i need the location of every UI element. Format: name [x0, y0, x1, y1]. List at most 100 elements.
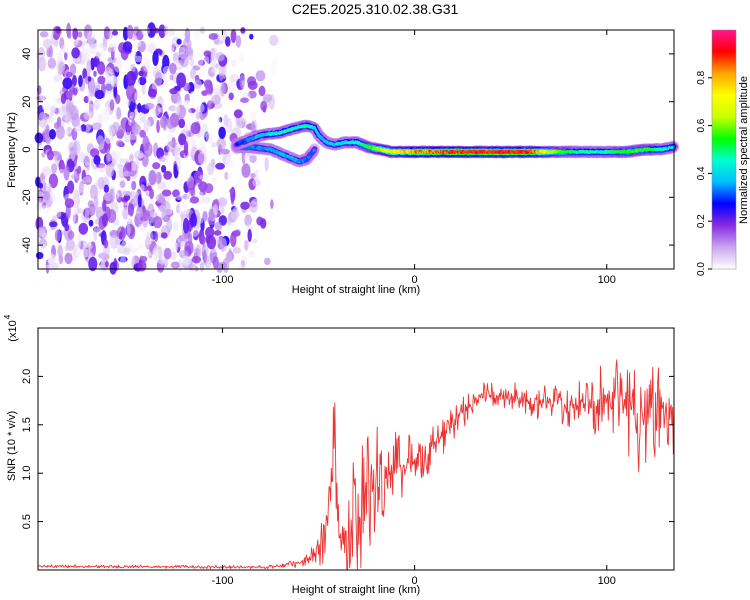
noise-blob — [216, 116, 221, 128]
noise-blob — [41, 166, 52, 177]
noise-blob — [74, 206, 80, 216]
noise-blob — [201, 244, 209, 259]
noise-blob — [173, 220, 179, 231]
snr-y-scale-label: (x10 — [7, 320, 19, 341]
noise-blob — [132, 51, 137, 58]
noise-blob — [64, 51, 68, 61]
noise-blob — [90, 148, 100, 158]
noise-blob — [153, 253, 160, 261]
noise-blob — [202, 211, 208, 222]
noise-blob — [57, 244, 63, 258]
noise-blob — [208, 206, 218, 222]
noise-blob — [96, 64, 106, 74]
noise-blob — [134, 150, 144, 160]
noise-blob — [87, 76, 92, 82]
noise-blob — [103, 239, 109, 249]
noise-blob — [88, 44, 97, 55]
noise-blob — [49, 221, 58, 228]
noise-blob — [122, 170, 132, 177]
snr-line — [37, 359, 675, 570]
noise-blob — [130, 164, 138, 180]
noise-blob — [208, 33, 218, 40]
noise-blob — [206, 235, 217, 250]
noise-blob — [178, 205, 185, 213]
noise-blob — [240, 201, 250, 210]
noise-blob — [168, 141, 178, 147]
noise-blob — [44, 102, 54, 115]
noise-blob — [247, 228, 252, 242]
x-tick-label: 0 — [412, 575, 418, 587]
noise-blob — [158, 107, 168, 113]
noise-blob — [72, 87, 78, 96]
noise-blob — [69, 63, 77, 76]
noise-blob — [138, 70, 144, 77]
noise-blob — [214, 221, 222, 231]
noise-blob — [80, 124, 87, 132]
noise-blob — [123, 194, 131, 201]
y-tick-label: 0 — [21, 146, 33, 152]
noise-blob — [77, 152, 86, 163]
noise-blob — [191, 255, 202, 264]
noise-blob — [66, 160, 75, 168]
noise-blob — [184, 109, 193, 125]
noise-blob — [48, 45, 54, 58]
noise-blob — [38, 243, 47, 253]
noise-blob — [147, 43, 156, 54]
noise-blob — [189, 58, 194, 67]
noise-blob — [182, 217, 190, 234]
noise-blob — [163, 247, 172, 260]
noise-blob — [195, 46, 203, 62]
noise-blob — [45, 124, 50, 138]
noise-blob — [105, 105, 111, 112]
spectrogram-noise — [34, 22, 279, 275]
noise-blob — [67, 230, 75, 240]
noise-blob — [133, 39, 142, 48]
noise-blob — [189, 91, 199, 103]
noise-blob — [183, 100, 193, 111]
noise-blob — [102, 35, 108, 51]
noise-blob — [63, 124, 73, 135]
noise-blob — [180, 206, 191, 215]
noise-blob — [198, 151, 207, 165]
noise-blob — [220, 148, 230, 155]
noise-blob — [140, 209, 151, 221]
noise-blob — [195, 105, 200, 119]
noise-blob — [185, 46, 194, 56]
noise-blob — [176, 203, 181, 214]
noise-blob — [231, 230, 241, 237]
snr-x-ticks: -100 0 100 — [211, 328, 616, 587]
noise-blob — [93, 99, 100, 111]
noise-blob — [161, 189, 172, 197]
noise-blob — [47, 258, 52, 271]
noise-blob — [130, 63, 136, 73]
noise-blob — [138, 241, 144, 251]
noise-blob — [212, 256, 219, 269]
noise-blob — [88, 256, 98, 272]
noise-blob — [126, 224, 131, 237]
noise-blob — [129, 251, 135, 267]
noise-blob — [51, 163, 58, 174]
y-tick-label: 20 — [21, 96, 33, 108]
noise-blob — [232, 247, 241, 254]
noise-blob — [234, 211, 240, 218]
noise-blob — [39, 238, 48, 249]
noise-blob — [87, 120, 92, 131]
noise-blob — [207, 109, 217, 118]
noise-blob — [145, 201, 155, 212]
noise-blob — [109, 261, 117, 275]
noise-blob — [64, 198, 75, 209]
noise-blob — [205, 226, 215, 238]
colorbar-tick-label: 0.4 — [696, 166, 707, 180]
noise-blob — [66, 90, 73, 99]
noise-blob — [106, 148, 111, 164]
noise-blob — [46, 150, 54, 161]
spectrogram-y-axis-label: Frequency (Hz) — [6, 112, 18, 188]
noise-blob — [40, 179, 50, 193]
noise-blob — [147, 220, 152, 235]
noise-blob — [178, 118, 186, 129]
noise-blob — [156, 119, 161, 134]
snr-y-axis-label: SNR (10 * v/v) — [6, 411, 18, 481]
noise-blob — [104, 127, 113, 144]
figure-title: C2E5.2025.310.02.38.G31 — [292, 1, 459, 17]
